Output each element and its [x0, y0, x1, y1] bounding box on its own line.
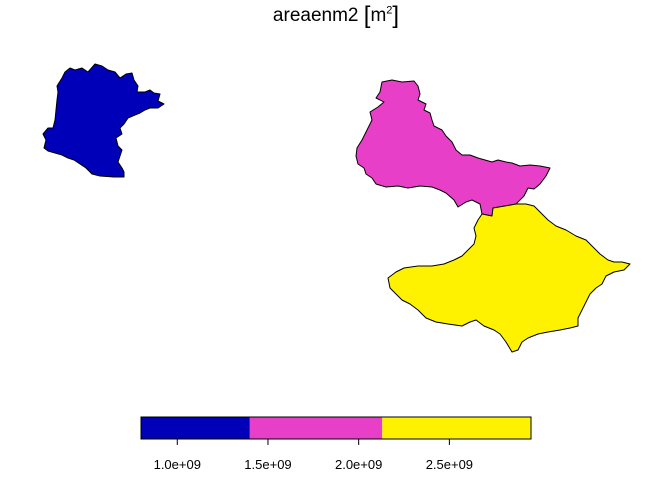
- legend-ticks: 1.0e+09 1.5e+09 2.0e+09 2.5e+09: [154, 439, 473, 472]
- legend-swatch-2: [382, 417, 531, 439]
- regions-layer: [42, 63, 631, 353]
- legend-tick-label: 1.5e+09: [244, 457, 291, 472]
- legend-tick-label: 2.5e+09: [426, 457, 473, 472]
- map-title: areaenm2 [m2]: [0, 2, 672, 30]
- title-unit-base: m: [370, 5, 387, 26]
- legend-frame: [140, 416, 532, 440]
- west-region[interactable]: [42, 63, 165, 178]
- title-unit-power: 2: [386, 4, 393, 17]
- legend-swatches: [141, 417, 531, 439]
- title-variable: areaenm2: [272, 5, 359, 26]
- south-east-region[interactable]: [387, 203, 631, 353]
- legend: 1.0e+09 1.5e+09 2.0e+09 2.5e+09: [140, 416, 532, 472]
- legend-tick-label: 2.0e+09: [335, 457, 382, 472]
- north-east-region[interactable]: [355, 79, 551, 217]
- legend-tick-label: 1.0e+09: [154, 457, 201, 472]
- title-close-bracket: ]: [392, 2, 400, 29]
- title-open-bracket: [: [363, 2, 371, 29]
- legend-swatch-1: [249, 417, 383, 439]
- legend-swatch-0: [141, 417, 250, 439]
